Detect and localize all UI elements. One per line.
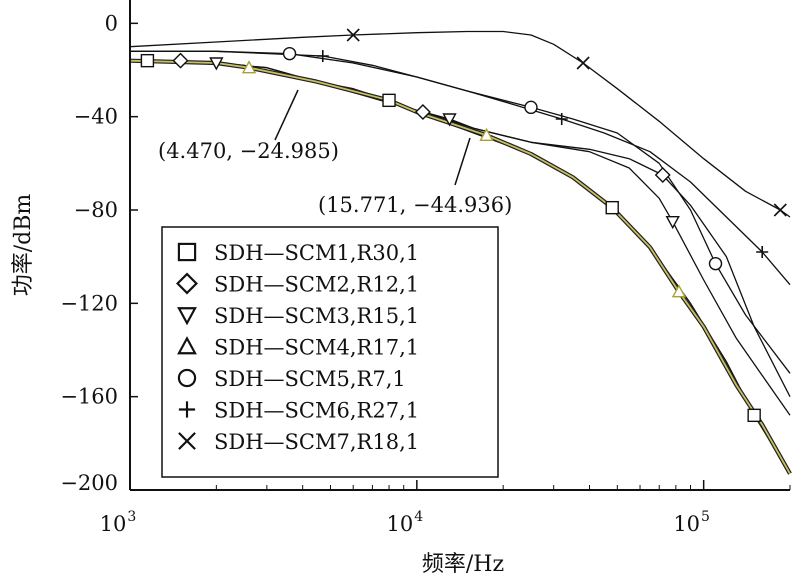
series-7-marker-2 bbox=[576, 56, 590, 70]
annotation-1-label: (4.470, −24.985) bbox=[158, 139, 339, 163]
legend-marker-2 bbox=[176, 272, 198, 295]
y-tick-label: −200 bbox=[60, 471, 118, 495]
series-3-marker-1 bbox=[209, 57, 224, 71]
axes bbox=[129, 0, 790, 491]
y-tick-label: −40 bbox=[74, 105, 118, 129]
series-5-marker-2 bbox=[524, 100, 538, 115]
annotation-2-label: (15.771, −44.936) bbox=[318, 193, 512, 217]
series-2-marker-2 bbox=[414, 104, 431, 120]
series-layer bbox=[130, 30, 792, 475]
y-axis-label: 功率/dBm bbox=[11, 194, 36, 297]
legend-entry-label: SDH—SCM3,R15,1 bbox=[214, 304, 419, 328]
legend-entry-label: SDH—SCM4,R17,1 bbox=[214, 336, 419, 360]
y-tick-label: 0 bbox=[105, 11, 118, 35]
annotation-leader-1 bbox=[274, 89, 299, 141]
series-line-7 bbox=[130, 30, 791, 218]
series-2-marker-1 bbox=[172, 52, 189, 69]
legend-marker-3 bbox=[177, 307, 197, 326]
series-5-marker-3 bbox=[708, 256, 723, 271]
series-6-marker-3 bbox=[756, 246, 769, 258]
legend-marker-7 bbox=[178, 432, 196, 450]
series-5-marker-1 bbox=[282, 46, 297, 61]
series-1-marker-4 bbox=[747, 408, 761, 423]
annotations: (4.470, −24.985) (15.771, −44.936) bbox=[158, 89, 512, 217]
y-tick-label: −120 bbox=[60, 291, 118, 315]
series-4-marker-1 bbox=[241, 60, 257, 74]
ticks: 0 −40 −80 −120 −160 −200 103 104 105 bbox=[60, 11, 791, 536]
series-3-marker-3 bbox=[665, 215, 680, 230]
series-1-marker-3 bbox=[605, 200, 619, 215]
legend-box bbox=[161, 226, 499, 478]
series-4-marker-3 bbox=[671, 284, 687, 298]
series-4-marker-2 bbox=[479, 127, 494, 142]
series-line-4 bbox=[130, 59, 791, 475]
x-axis-label: 频率/Hz bbox=[422, 552, 504, 577]
legend-marker-5 bbox=[177, 368, 197, 388]
legend-marker-4 bbox=[177, 336, 197, 355]
series-7-marker-3 bbox=[773, 203, 787, 217]
x-tick-label: 103 bbox=[100, 509, 137, 536]
legend-entry-label: SDH—SCM1,R30,1 bbox=[214, 241, 419, 265]
legend-entry-label: SDH—SCM2,R12,1 bbox=[214, 273, 419, 297]
series-1-marker-2 bbox=[382, 93, 396, 108]
x-tick-label: 104 bbox=[386, 509, 423, 536]
legend-entry-label: SDH—SCM5,R7,1 bbox=[214, 367, 406, 391]
y-tick-label: −160 bbox=[60, 385, 118, 409]
series-1-marker-1 bbox=[140, 53, 155, 68]
legend: SDH—SCM1,R30,1 SDH—SCM2,R12,1 SDH—SCM3,R15… bbox=[161, 226, 499, 478]
marker-layer bbox=[140, 28, 787, 423]
y-tick-label: −80 bbox=[74, 198, 118, 222]
series-3-marker-2 bbox=[442, 113, 457, 127]
legend-entry-label: SDH—SCM7,R18,1 bbox=[214, 430, 419, 454]
series-7-marker-1 bbox=[346, 28, 360, 42]
series-6-marker-1 bbox=[316, 50, 329, 62]
series-line-3 bbox=[130, 60, 791, 416]
series-2-marker-3 bbox=[654, 167, 671, 183]
legend-marker-1 bbox=[177, 242, 197, 262]
annotation-leader-2 bbox=[454, 137, 471, 186]
x-tick-label: 105 bbox=[673, 509, 710, 536]
series-6-marker-2 bbox=[555, 113, 568, 125]
legend-entry-label: SDH—SCM6,R27,1 bbox=[214, 399, 419, 423]
legend-marker-6 bbox=[178, 401, 196, 418]
series-line-6 bbox=[130, 50, 791, 286]
